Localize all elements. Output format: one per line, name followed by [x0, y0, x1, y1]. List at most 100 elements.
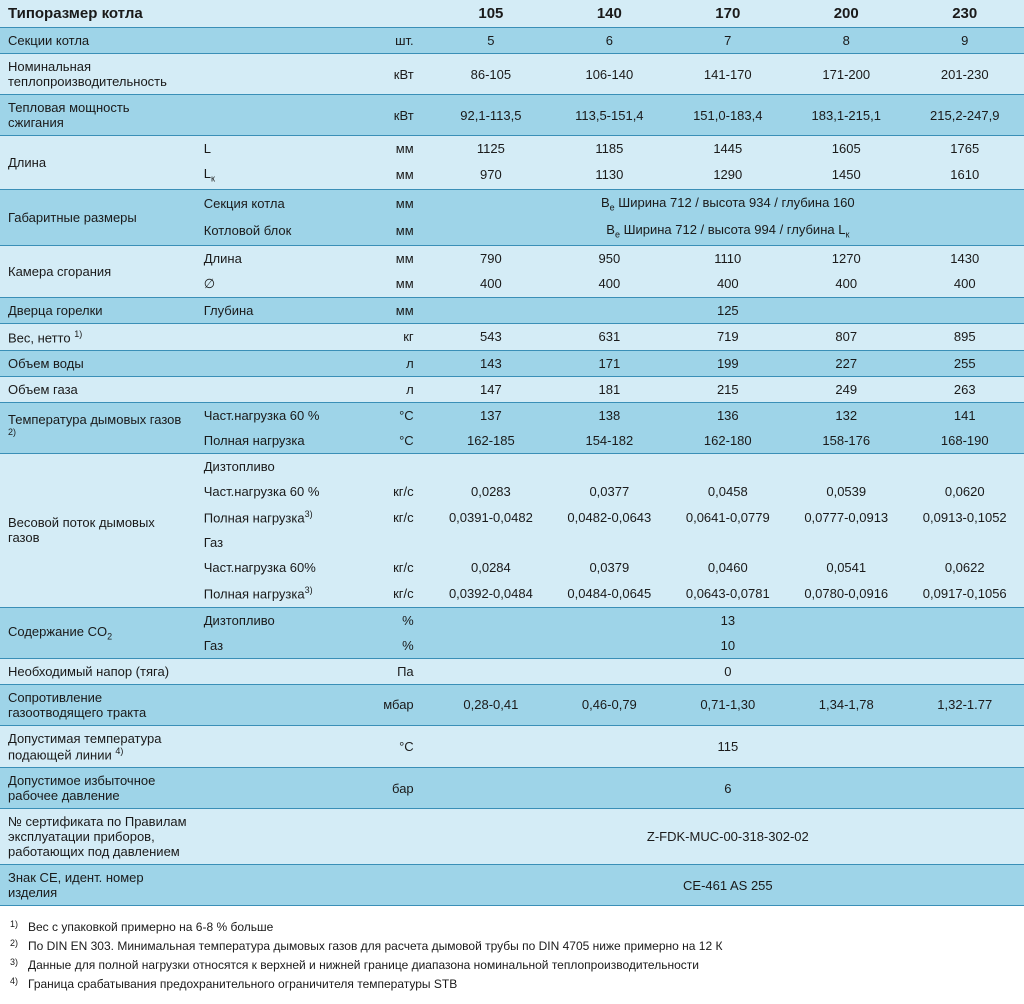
val-11-1-0: 0,0283: [432, 479, 550, 504]
sub-11-0: Дизтопливо: [196, 454, 367, 480]
header-param: Типоразмер котла: [0, 0, 432, 28]
row-8: Объем водыл143171199227255: [0, 351, 1024, 377]
sub-2: [196, 95, 367, 136]
val-3-0-2: 1445: [669, 136, 787, 162]
param-8: Объем воды: [0, 351, 196, 377]
val-5-1-1: 400: [550, 271, 668, 298]
val-11-0-4: [905, 454, 1024, 480]
unit-17: [366, 809, 431, 865]
val-1-3: 171-200: [787, 54, 905, 95]
val-11-4-0: 0,0284: [432, 555, 550, 580]
val-10-1-1: 154-182: [550, 428, 668, 454]
val-9-1: 181: [550, 377, 668, 403]
sub-5-0: Длина: [196, 245, 367, 271]
val-5-0-4: 1430: [905, 245, 1024, 271]
val-9-0: 147: [432, 377, 550, 403]
val-11-5-0: 0,0392-0,0484: [432, 580, 550, 607]
unit-7: кг: [366, 323, 431, 350]
val-11-3-2: [669, 530, 787, 555]
unit-10-1: °C: [366, 428, 431, 454]
val-5-1-2: 400: [669, 271, 787, 298]
sub-9: [196, 377, 367, 403]
val-9-2: 215: [669, 377, 787, 403]
val-11-4-2: 0,0460: [669, 555, 787, 580]
row-9: Объем газал147181215249263: [0, 377, 1024, 403]
val-11-3-3: [787, 530, 905, 555]
val-0-4: 9: [905, 28, 1024, 54]
val-11-0-1: [550, 454, 668, 480]
unit-0: шт.: [366, 28, 431, 54]
sub-10-0: Част.нагрузка 60 %: [196, 403, 367, 429]
val-1-0: 86-105: [432, 54, 550, 95]
footnote-1: 2)По DIN EN 303. Минимальная температура…: [10, 937, 1014, 956]
sub-3-1: Lк: [196, 161, 367, 189]
param-0: Секции котла: [0, 28, 196, 54]
span-6: 125: [432, 297, 1024, 323]
val-8-4: 255: [905, 351, 1024, 377]
unit-2: кВт: [366, 95, 431, 136]
val-10-0-0: 137: [432, 403, 550, 429]
val-10-1-4: 168-190: [905, 428, 1024, 454]
val-11-3-1: [550, 530, 668, 555]
val-9-4: 263: [905, 377, 1024, 403]
footnote-num-3: 4): [10, 975, 28, 994]
val-7-0: 543: [432, 323, 550, 350]
sub-12-0: Дизтопливо: [196, 607, 367, 633]
val-14-3: 1,34-1,78: [787, 684, 905, 725]
val-11-1-1: 0,0377: [550, 479, 668, 504]
val-11-4-4: 0,0622: [905, 555, 1024, 580]
sub-12-1: Газ: [196, 633, 367, 659]
param-1: Номинальная теплопроизводительность: [0, 54, 196, 95]
val-0-1: 6: [550, 28, 668, 54]
val-3-1-4: 1610: [905, 161, 1024, 189]
val-11-1-3: 0,0539: [787, 479, 905, 504]
sub-17: [196, 809, 367, 865]
sub-15: [196, 725, 367, 767]
val-11-0-3: [787, 454, 905, 480]
val-7-2: 719: [669, 323, 787, 350]
param-3: Длина: [0, 136, 196, 190]
sub-11-5: Полная нагрузка3): [196, 580, 367, 607]
param-7: Вес, нетто 1): [0, 323, 196, 350]
val-11-4-3: 0,0541: [787, 555, 905, 580]
val-11-3-4: [905, 530, 1024, 555]
row-16: Допустимое избыточное рабочее давлениеба…: [0, 768, 1024, 809]
unit-4-1: мм: [366, 217, 431, 245]
sub-11-3: Газ: [196, 530, 367, 555]
val-11-0-2: [669, 454, 787, 480]
val-5-0-3: 1270: [787, 245, 905, 271]
sub-11-2: Полная нагрузка3): [196, 504, 367, 530]
unit-12-0: %: [366, 607, 431, 633]
unit-11-1: кг/с: [366, 479, 431, 504]
val-14-4: 1,32-1.77: [905, 684, 1024, 725]
span-18: CE-461 AS 255: [432, 865, 1024, 906]
val-11-1-4: 0,0620: [905, 479, 1024, 504]
val-3-1-0: 970: [432, 161, 550, 189]
val-5-0-0: 790: [432, 245, 550, 271]
unit-11-2: кг/с: [366, 504, 431, 530]
unit-9: л: [366, 377, 431, 403]
sub-1: [196, 54, 367, 95]
unit-8: л: [366, 351, 431, 377]
row-11-0: Весовой поток дымовых газовДизтопливо: [0, 454, 1024, 480]
footnote-text-3: Граница срабатывания предохранительного …: [28, 975, 457, 994]
val-10-0-3: 132: [787, 403, 905, 429]
unit-16: бар: [366, 768, 431, 809]
val-7-3: 807: [787, 323, 905, 350]
row-4-0: Габаритные размерыСекция котламмBе Ширин…: [0, 189, 1024, 217]
val-3-1-3: 1450: [787, 161, 905, 189]
val-5-0-2: 1110: [669, 245, 787, 271]
sub-5-1: ∅: [196, 271, 367, 298]
val-5-0-1: 950: [550, 245, 668, 271]
val-1-1: 106-140: [550, 54, 668, 95]
unit-14: мбар: [366, 684, 431, 725]
unit-10-0: °C: [366, 403, 431, 429]
footnote-text-0: Вес с упаковкой примерно на 6-8 % больше: [28, 918, 273, 937]
val-11-5-4: 0,0917-0,1056: [905, 580, 1024, 607]
val-10-1-0: 162-185: [432, 428, 550, 454]
val-10-1-2: 162-180: [669, 428, 787, 454]
footnotes: 1)Вес с упаковкой примерно на 6-8 % боль…: [0, 906, 1024, 1004]
val-11-2-3: 0,0777-0,0913: [787, 504, 905, 530]
unit-11-0: [366, 454, 431, 480]
val-0-2: 7: [669, 28, 787, 54]
